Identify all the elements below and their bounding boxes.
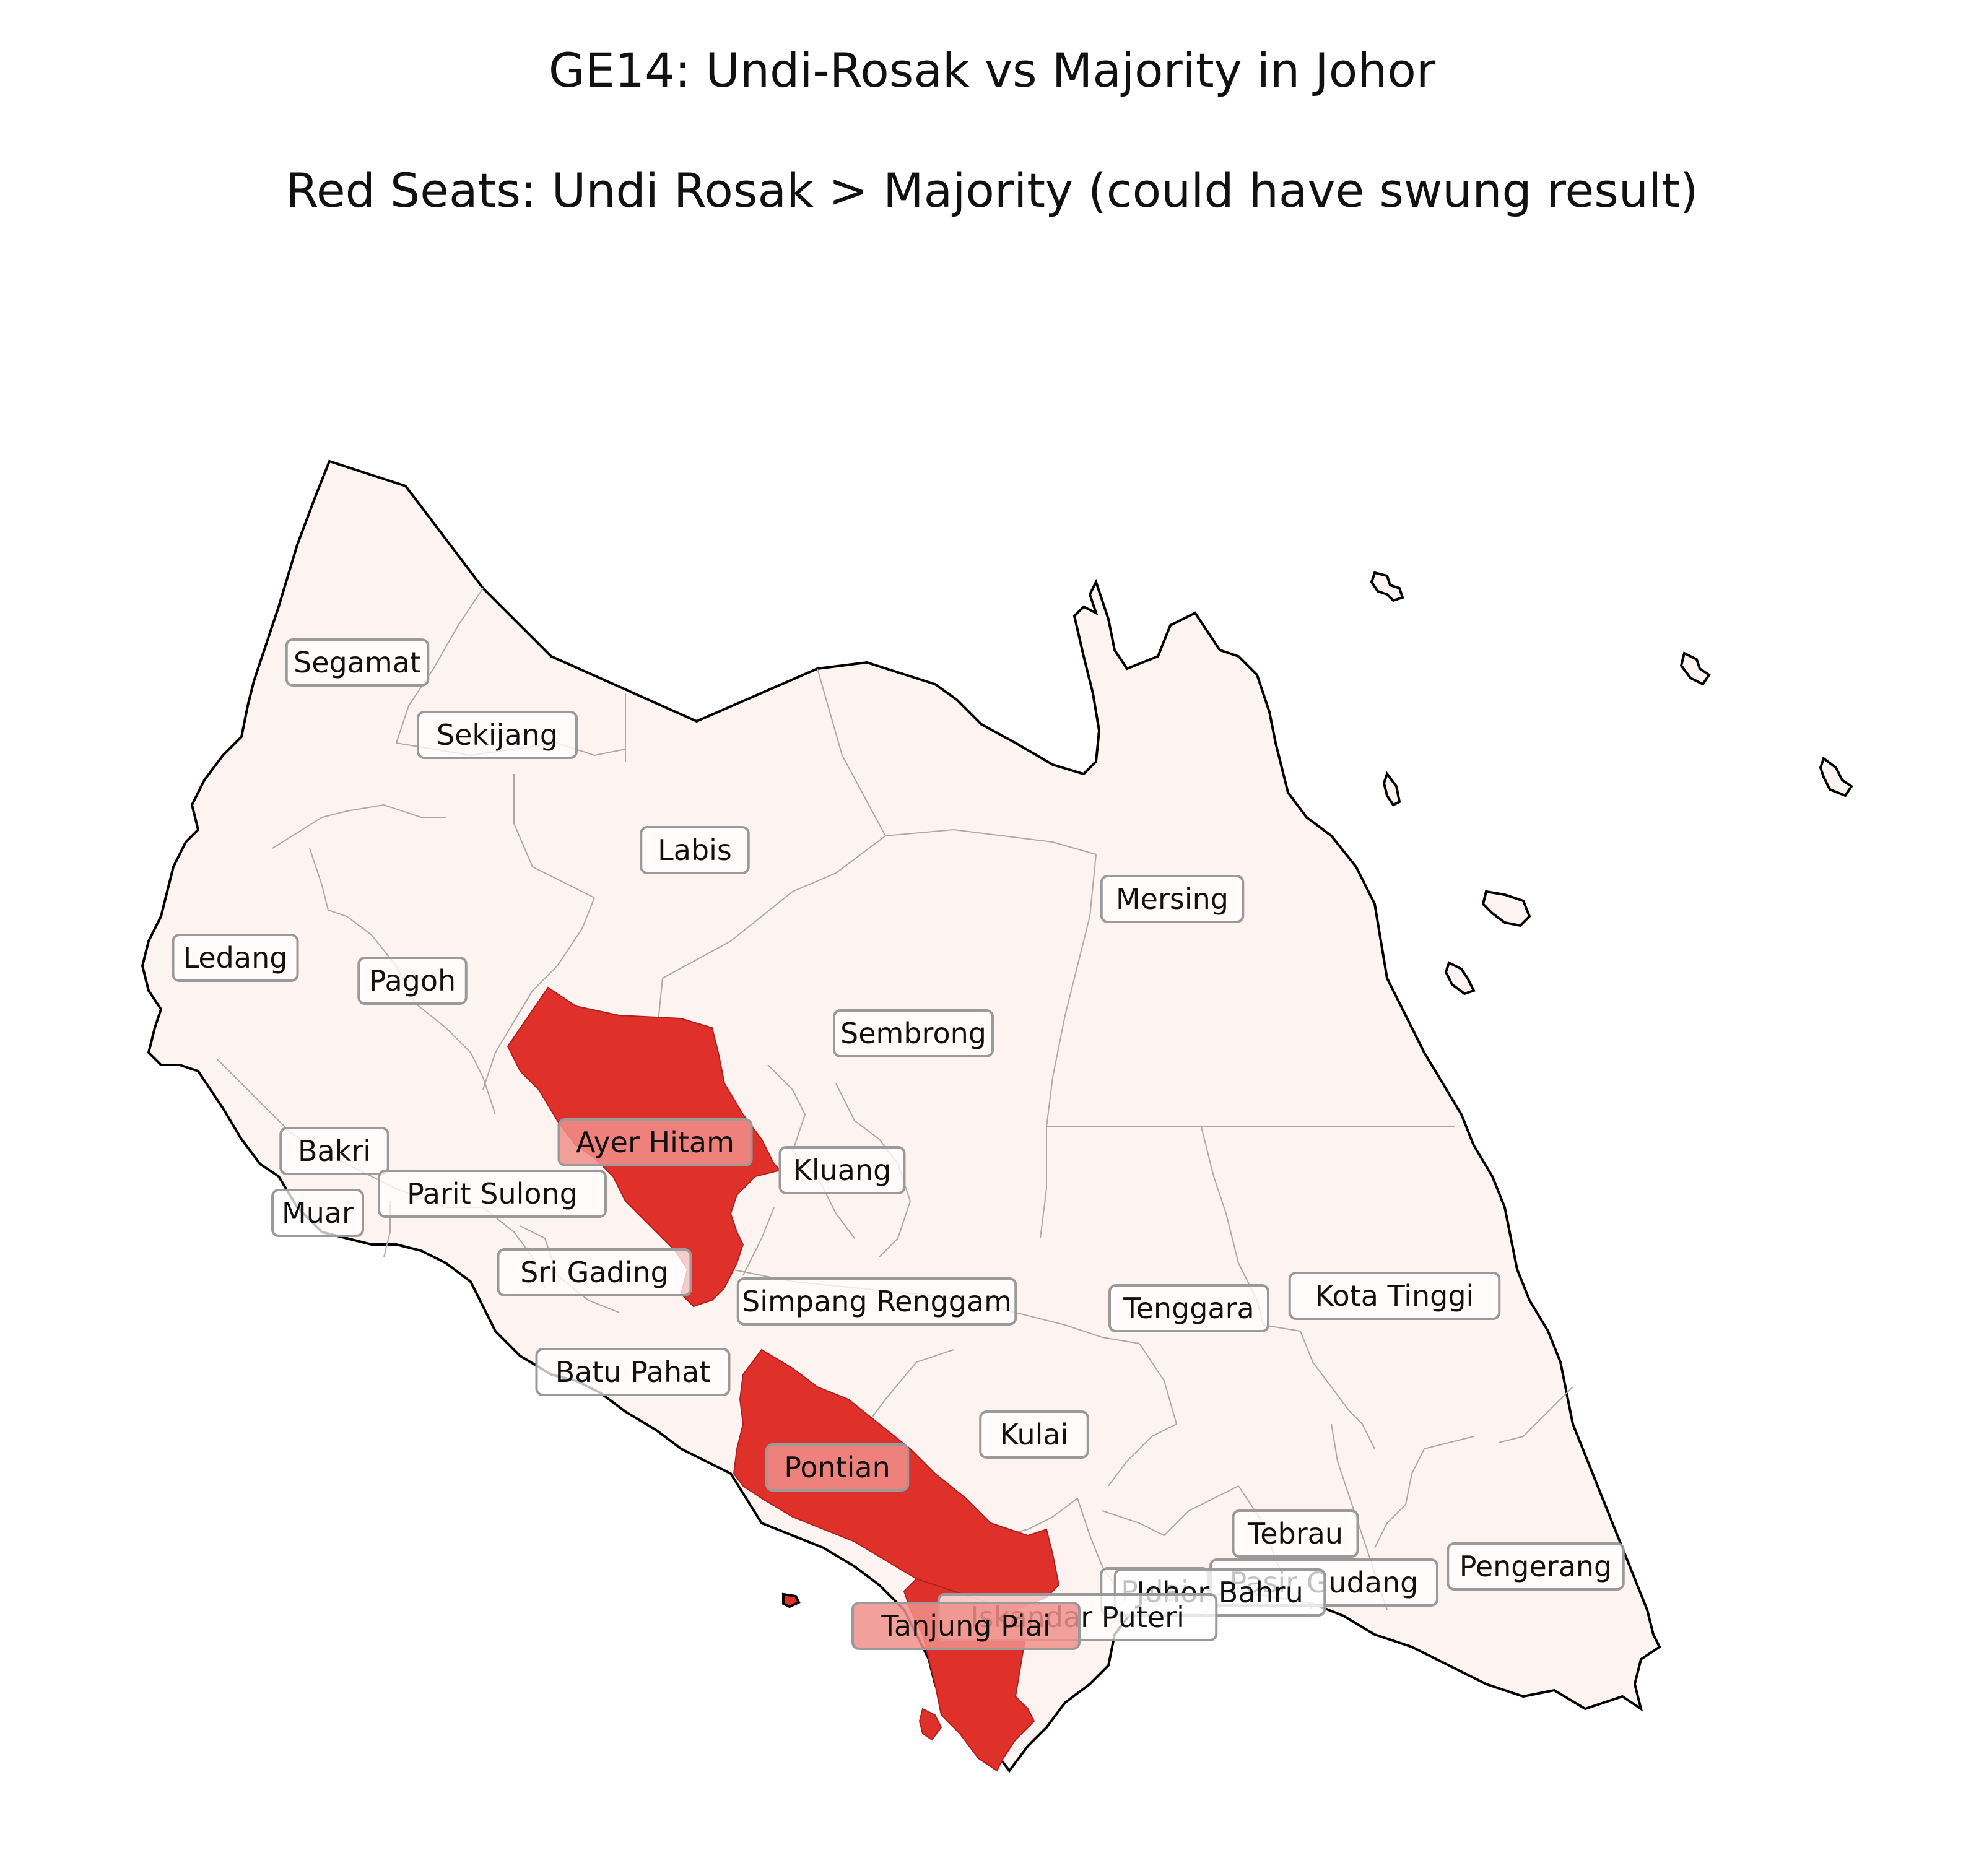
seat-label-box — [778, 1146, 906, 1194]
seat-label-muar: Muar — [271, 1189, 364, 1237]
seat-label-text: Mersing — [1116, 882, 1229, 916]
seat-label-box — [765, 1443, 910, 1492]
seat-label-box — [640, 826, 750, 874]
seat-label-box — [833, 1009, 994, 1057]
seat-label-box — [736, 1277, 1017, 1326]
seat-label-box — [417, 711, 578, 759]
seat-label-text: Tenggara — [1123, 1292, 1254, 1325]
seat-label-text: Simpang Renggam — [742, 1285, 1012, 1318]
seat-label-batu-pahat: Batu Pahat — [535, 1348, 731, 1396]
seat-label-box — [497, 1248, 692, 1296]
seat-label-tenggara: Tenggara — [1108, 1284, 1269, 1332]
seat-label-pontian: Pontian — [765, 1443, 910, 1492]
seat-label-parit-sulong: Parit Sulong — [378, 1170, 607, 1218]
seat-label-text: Sekijang — [437, 718, 558, 752]
islands — [782, 571, 1853, 1609]
seat-labels: Segamat Sekijang Labis Mersing Ledang Pagoh Se… — [172, 638, 1625, 1650]
seat-label-box — [535, 1348, 731, 1396]
seat-label-box — [279, 1127, 389, 1175]
johor-state-outline — [141, 459, 1661, 1773]
seat-shape-tanjung-piai-island — [918, 1708, 942, 1741]
seat-label-text: Muar — [282, 1196, 354, 1230]
seat-label-bakri: Bakri — [279, 1127, 389, 1175]
seat-label-ayer-hitam: Ayer Hitam — [557, 1118, 753, 1166]
seat-label-simpang-renggam: Simpang Renggam — [736, 1277, 1017, 1326]
seat-label-text: Segamat — [294, 646, 421, 679]
seat-label-kluang: Kluang — [778, 1146, 906, 1194]
seat-label-tebrau: Tebrau — [1232, 1509, 1359, 1558]
map-subtitle: Red Seats: Undi Rosak > Majority (could … — [285, 163, 1699, 218]
seat-label-text: Pagoh — [369, 964, 456, 997]
seat-label-text: Sembrong — [840, 1017, 986, 1050]
seat-label-text: Labis — [658, 833, 732, 867]
seat-label-box — [357, 957, 468, 1005]
seat-label-labis: Labis — [640, 826, 750, 874]
seat-label-kota-tinggi: Kota Tinggi — [1288, 1272, 1501, 1320]
seat-label-text: Ayer Hitam — [576, 1126, 734, 1159]
map-title: GE14: Undi-Rosak vs Majority in Johor — [548, 43, 1436, 98]
seat-label-tanjung-piai: Tanjung Piai — [851, 1602, 1081, 1650]
seat-label-box — [1108, 1284, 1269, 1332]
seat-label-text: Kulai — [1000, 1418, 1069, 1451]
seat-label-kulai: Kulai — [979, 1410, 1089, 1459]
seat-label-box — [172, 934, 299, 982]
seat-label-text: Pengerang — [1460, 1550, 1612, 1583]
seat-label-box — [979, 1410, 1089, 1459]
seat-label-text: Bakri — [298, 1134, 371, 1168]
seat-label-text: Pontian — [784, 1451, 890, 1484]
seat-label-segamat: Segamat — [285, 638, 430, 687]
seat-label-mersing: Mersing — [1100, 875, 1245, 923]
seat-label-pengerang: Pengerang — [1447, 1542, 1625, 1591]
seat-label-text: Kota Tinggi — [1315, 1279, 1474, 1313]
seat-label-box — [1288, 1272, 1501, 1320]
seat-label-box — [378, 1170, 607, 1218]
seat-label-pagoh: Pagoh — [357, 957, 468, 1005]
seat-label-box — [271, 1189, 364, 1237]
seat-label-box — [1232, 1509, 1359, 1558]
seat-label-box — [557, 1118, 753, 1166]
seat-label-sembrong: Sembrong — [833, 1009, 994, 1057]
seat-label-box — [1447, 1542, 1625, 1591]
seat-label-text: Tanjung Piai — [881, 1609, 1050, 1643]
seat-label-sri-gading: Sri Gading — [497, 1248, 692, 1296]
seat-label-text: Tebrau — [1247, 1517, 1343, 1550]
seat-label-box — [1100, 875, 1245, 923]
seat-label-text: Batu Pahat — [555, 1355, 711, 1389]
seat-label-text: Kluang — [793, 1153, 892, 1187]
seat-label-ledang: Ledang — [172, 934, 299, 982]
seat-label-box — [285, 638, 430, 687]
seat-label-text: Parit Sulong — [407, 1177, 578, 1210]
seat-label-box — [851, 1602, 1081, 1650]
seat-label-sekijang: Sekijang — [417, 711, 578, 759]
seat-label-text: Ledang — [183, 941, 288, 975]
seat-label-text: Sri Gading — [520, 1256, 669, 1289]
